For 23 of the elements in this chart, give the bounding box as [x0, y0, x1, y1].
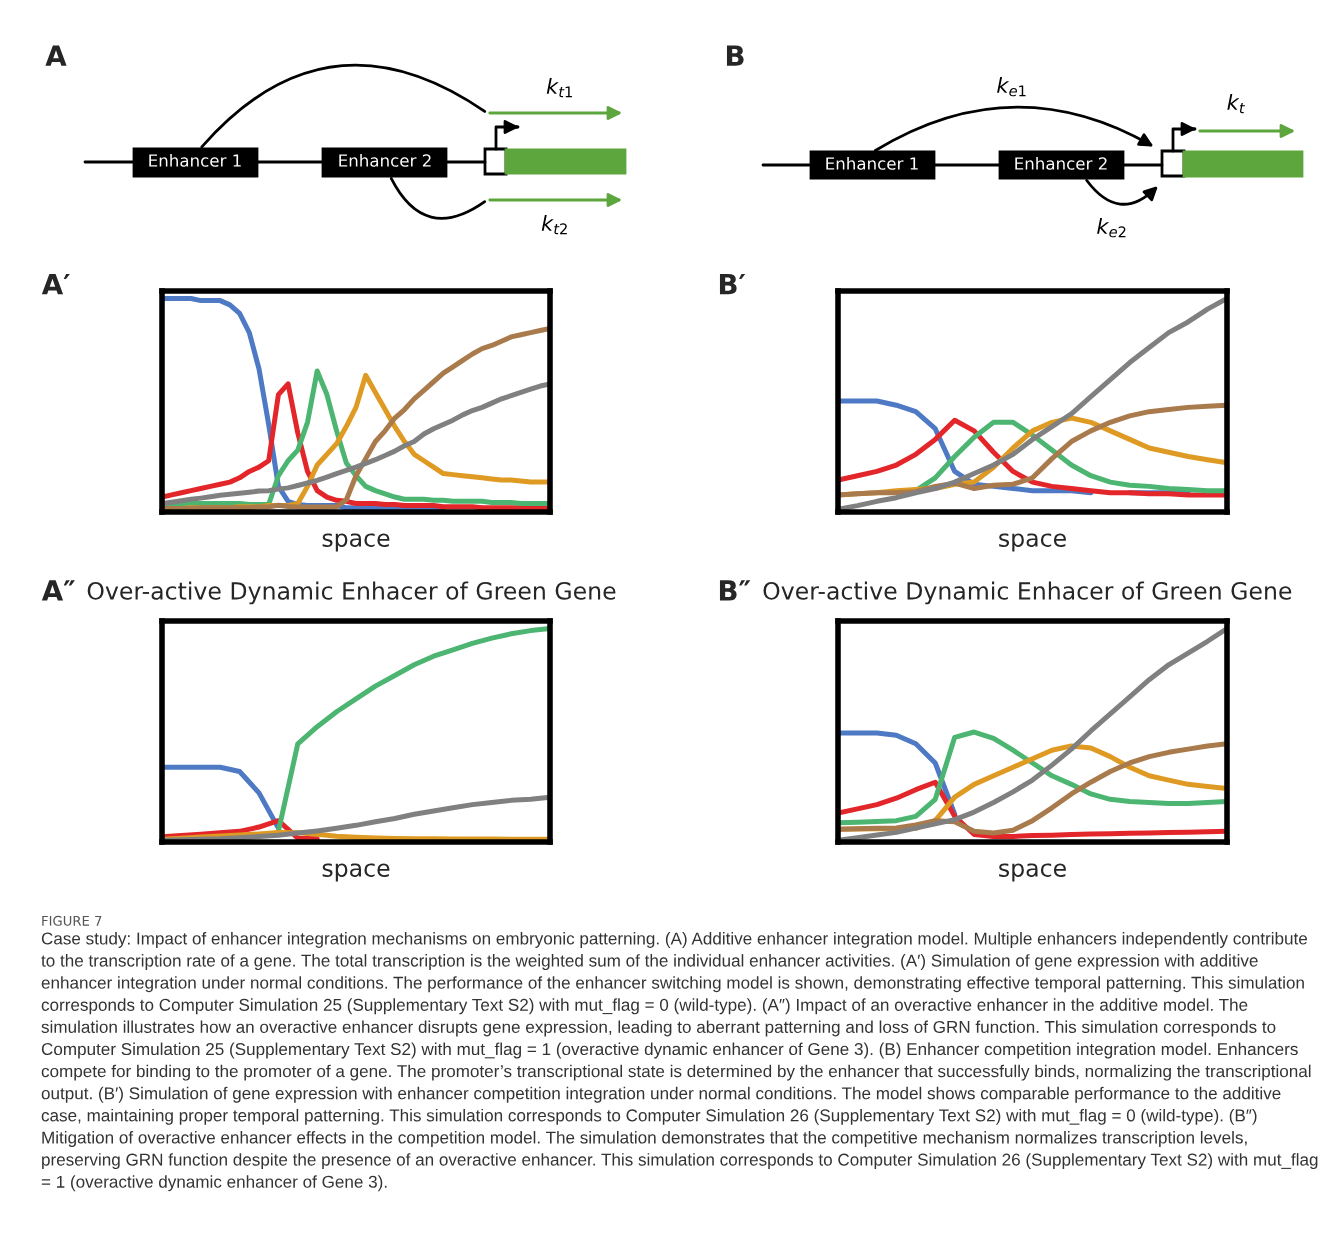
x-axis-title: space	[322, 863, 390, 882]
chart-title: B″	[719, 580, 751, 601]
text: FIGURE 7	[42, 915, 102, 926]
text: k$_{e2}$	[1097, 217, 1126, 238]
text: k$_{t2}$	[541, 214, 567, 235]
text: k$_{e1}$	[997, 76, 1026, 97]
chart-title: A′	[41, 273, 70, 295]
text: Case study: Impact of enhancer integration mechanisms on embryonic patterning. (A) Additive enhancer integration model. Multiple enhancers independently contribute to the transcription rate of a gene. The total transcription is the weighted sum of the individual enhancer activities. (A′) Simulation of gene expression with additive enhancer integration under normal conditions. The performance of the enhancer switching model is shown, demonstrating effective temporal patterning. This simulation corresponds to Computer Simulation 25 (Supplementary Text S2) with mut_flag = 0 (wild-type). (A″) Impact of an overactive enhancer in the additive model. The simulation illustrates how an overactive enhancer disrupts gene expression, leading to aberrant patterning and loss of GRN function. This simulation corresponds to Computer Simulation 25 (Supplementary Text S2) with mut_flag = 1 (overactive dynamic enhancer of Gene 3). (B) Enhancer competition integration model. Enhancers compete for binding to the promoter of a gene. The promoter’s transcriptional state is determined by the enhancer that successfully binds, normalizing the transcriptional output. (B′) Simulation of gene expression with enhancer competition integration under normal conditions. The model shows comparable performance to the additive case, maintaining proper temporal patterning. This simulation corresponds to Computer Simulation 26 (Supplementary Text S2) with mut_flag = 0 (wild-type). (B″) Mitigation of overactive enhancer effects in the competition model. The simulation demonstrates that the competitive mechanism normalizes transcription levels, preserving GRN function despite the presence of an overactive enhancer. This simulation corresponds to Computer Simulation 26 (Supplementary Text S2) with mut_flag = 1 (overactive dynamic enhancer of Gene 3).	[41, 932, 1318, 1192]
text: k$_{t}$	[1227, 93, 1246, 114]
text: B	[726, 45, 744, 66]
text: Enhancer 2	[339, 153, 431, 167]
text: Enhancer 1	[826, 156, 918, 170]
chart-title: A″	[41, 580, 75, 601]
chart-title: B′	[719, 273, 746, 295]
x-axis-title: space	[322, 533, 390, 552]
text: Enhancer 2	[1015, 156, 1107, 170]
chart-subtitle: Over-active Dynamic Enhacer of Green Gene	[763, 581, 1292, 605]
x-axis-title: space	[999, 863, 1066, 882]
text: Enhancer 1	[149, 153, 241, 167]
chart-subtitle: Over-active Dynamic Enhacer of Green Gene	[87, 581, 616, 605]
x-axis-title: space	[999, 533, 1066, 552]
text: A	[45, 45, 67, 66]
text: k$_{t1}$	[546, 77, 572, 98]
